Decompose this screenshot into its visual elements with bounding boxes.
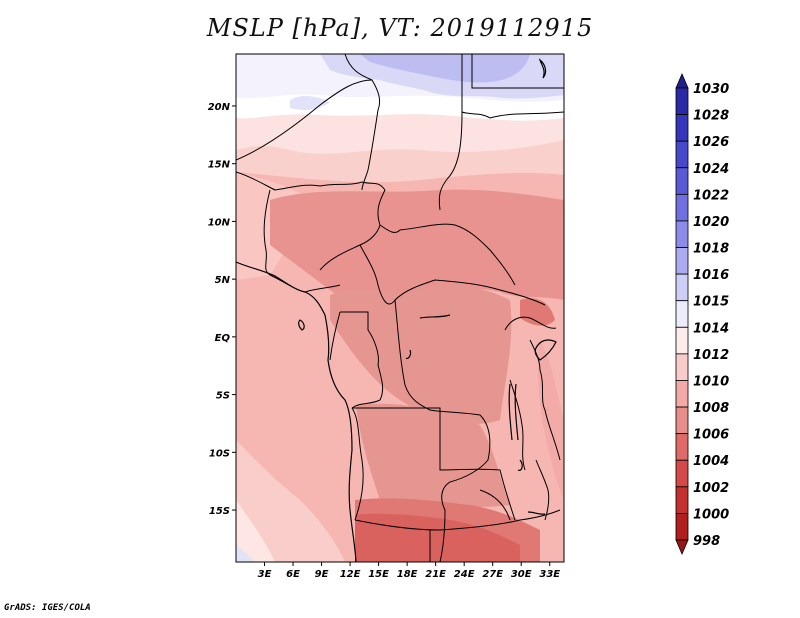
colorbar-box xyxy=(675,380,689,408)
colorbar-box xyxy=(675,220,689,248)
colorbar-label: 1014 xyxy=(693,321,729,336)
colorbar-label: 1008 xyxy=(693,401,729,416)
colorbar-box xyxy=(675,114,689,142)
colorbar-box xyxy=(675,486,689,514)
colorbar-label: 998 xyxy=(693,534,720,549)
field-1010-east xyxy=(537,340,564,500)
latitude-axis: 20N 15N 10N 5N EQ 5S 10S 15S xyxy=(208,102,236,517)
field-1008-south xyxy=(356,403,510,508)
lat-label: EQ xyxy=(215,333,231,344)
colorbar-label: 1028 xyxy=(693,109,729,124)
colorbar-box xyxy=(675,300,689,328)
lon-label: 9E xyxy=(315,569,329,580)
lat-label: 15S xyxy=(209,506,230,517)
lat-label: 5S xyxy=(216,391,230,402)
colorbar: 1030 1028 1026 1024 1022 1020 1018 1016 1015 1014… xyxy=(675,72,729,556)
colorbar-label: 1000 xyxy=(693,507,729,522)
colorbar-box xyxy=(675,193,689,222)
country-borders xyxy=(236,54,564,562)
lat-label: 20N xyxy=(208,102,231,113)
colorbar-box xyxy=(675,167,689,195)
colorbar-box xyxy=(675,353,689,381)
colorbar-label: 1012 xyxy=(693,348,729,363)
lon-label: 24E xyxy=(454,569,475,580)
colorbar-label: 1016 xyxy=(693,268,729,283)
colorbar-bottom-arrow xyxy=(675,539,689,556)
lon-label: 3E xyxy=(258,569,272,580)
colorbar-box xyxy=(675,247,689,275)
lon-label: 6E xyxy=(286,569,300,580)
field-1008-congo xyxy=(330,285,512,424)
field-1018 xyxy=(360,54,530,83)
colorbar-label: 1026 xyxy=(693,135,729,150)
colorbar-label: 1010 xyxy=(693,374,729,389)
colorbar-label: 1006 xyxy=(693,428,729,443)
field-1006-east xyxy=(520,298,555,326)
colorbar-label: 1030 xyxy=(693,82,729,97)
lon-label: 30E xyxy=(511,569,532,580)
grads-credit: GrADS: IGES/COLA xyxy=(4,603,91,613)
field-1014-sw xyxy=(236,500,275,562)
lon-label: 12E xyxy=(340,569,361,580)
colorbar-top-arrow xyxy=(675,72,689,89)
colorbar-label: 1004 xyxy=(693,454,729,469)
chart-title: MSLP [hPa], VT: 2019112915 xyxy=(206,14,594,42)
lon-label: 18E xyxy=(397,569,418,580)
colorbar-box xyxy=(675,273,689,302)
lat-label: 10N xyxy=(208,217,231,228)
lon-label: 21E xyxy=(425,569,446,580)
colorbar-box xyxy=(675,87,689,115)
field-1012-sw xyxy=(236,440,345,562)
lat-label: 15N xyxy=(208,160,231,171)
colorbar-box xyxy=(675,459,689,488)
colorbar-label: 1002 xyxy=(693,481,729,496)
colorbar-label: 1022 xyxy=(693,188,729,203)
colorbar-box xyxy=(675,326,689,355)
pressure-field xyxy=(236,54,564,562)
field-1004 xyxy=(355,513,520,562)
field-1016-sw xyxy=(236,545,255,562)
colorbar-label: 1020 xyxy=(693,215,729,230)
coastline xyxy=(236,58,557,562)
lat-label: 10S xyxy=(209,448,230,459)
colorbar-label: 1015 xyxy=(693,295,729,310)
colorbar-box xyxy=(675,140,689,169)
lon-label: 15E xyxy=(368,569,389,580)
colorbar-label: 1024 xyxy=(693,162,729,177)
map-frame xyxy=(235,53,565,563)
lat-label: 5N xyxy=(215,275,231,286)
field-1016-patch xyxy=(290,96,330,110)
colorbar-box xyxy=(675,433,689,461)
field-1008-north xyxy=(270,189,564,306)
colorbar-box xyxy=(675,513,689,541)
lon-label: 33E xyxy=(539,569,560,580)
colorbar-box xyxy=(675,406,689,435)
longitude-axis: 3E 6E 9E 12E 15E 18E 21E 24E 27E 30E 33E xyxy=(258,562,560,580)
lon-label: 27E xyxy=(482,569,503,580)
colorbar-label: 1018 xyxy=(693,242,729,257)
